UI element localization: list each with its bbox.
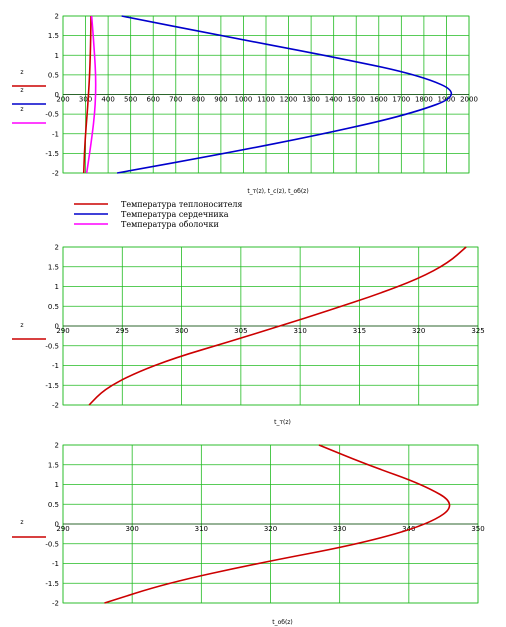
- y-axis-label: z: [20, 87, 23, 94]
- legend: Температура теплоносителя Температура се…: [74, 200, 242, 229]
- x-tick-label: 800: [192, 96, 205, 104]
- x-tick-label: 600: [147, 96, 160, 104]
- y-axis-label: z: [20, 106, 23, 113]
- y-tick-label: 1: [55, 283, 59, 291]
- y-tick-label: -2: [52, 402, 59, 410]
- y-axis-label: z: [20, 69, 23, 76]
- chart-panel-2: 2 1.5 1 0.5 0 -0.5 -1 -1.5 -2 290 295 300 305 310 315 3…: [12, 244, 485, 426]
- y-tick-label: -1: [52, 362, 59, 370]
- y-tick-label: -1: [52, 560, 59, 568]
- y-tick-label: -0.5: [45, 540, 59, 548]
- x-tick-label: 1200: [280, 96, 298, 104]
- x-tick-label: 200: [56, 96, 69, 104]
- y-tick-label: -0.5: [45, 342, 59, 350]
- y-tick-label: 2: [55, 442, 59, 450]
- x-axis-label: t_об(z): [272, 619, 293, 626]
- y-tick-label: 0.5: [48, 303, 59, 311]
- x-tick-label: 330: [333, 525, 346, 533]
- x-tick-label: 315: [353, 327, 366, 335]
- x-tick-label: 1500: [347, 96, 365, 104]
- x-tick-label: 500: [124, 96, 137, 104]
- y-tick-label: -1.5: [45, 580, 59, 588]
- x-tick-label: 1100: [257, 96, 275, 104]
- x-tick-label: 900: [214, 96, 227, 104]
- y-tick-label: 1: [55, 52, 59, 60]
- y-tick-label: 2: [55, 244, 59, 252]
- x-tick-label: 300: [79, 96, 92, 104]
- x-tick-label: 350: [471, 525, 484, 533]
- x-tick-label: 1400: [325, 96, 343, 104]
- x-tick-label: 295: [116, 327, 129, 335]
- y-tick-label: 1: [55, 481, 59, 489]
- x-tick-label: 1000: [235, 96, 253, 104]
- x-tick-label: 300: [175, 327, 188, 335]
- x-tick-label: 2000: [460, 96, 478, 104]
- y-axis-label: z: [20, 519, 23, 526]
- y-tick-label: 0.5: [48, 501, 59, 509]
- y-tick-label: 0.5: [48, 71, 59, 79]
- series-line-2: [116, 15, 453, 174]
- x-tick-label: 700: [169, 96, 182, 104]
- x-tick-label: 320: [264, 525, 277, 533]
- y-tick-label: -0.5: [45, 111, 59, 119]
- x-tick-label: 325: [471, 327, 484, 335]
- y-tick-label: -1.5: [45, 382, 59, 390]
- x-tick-label: 305: [234, 327, 247, 335]
- x-axis-label: t_т(z): [274, 419, 291, 426]
- y-tick-label: -1: [52, 130, 59, 138]
- x-axis-label: t_т(z), t_c(z), t_об(z): [247, 188, 308, 195]
- x-tick-label: 290: [56, 327, 69, 335]
- legend-label-coolant: Температура теплоносителя: [121, 200, 242, 209]
- x-tick-label: 1700: [392, 96, 410, 104]
- y-tick-label: 1.5: [48, 461, 59, 469]
- y-tick-label: 0: [55, 521, 59, 529]
- x-tick-label: 1800: [415, 96, 433, 104]
- y-tick-label: -1.5: [45, 150, 59, 158]
- y-tick-label: 2: [55, 13, 59, 21]
- x-tick-label: 310: [293, 327, 306, 335]
- chart-panel-1: 2 1.5 1 0.5 0 -0.5 -1 -1.5 -2 200 300 400 500 600 700 8…: [12, 13, 478, 195]
- x-tick-label: 400: [101, 96, 114, 104]
- legend-label-core: Температура сердечника: [121, 210, 229, 219]
- x-tick-label: 310: [195, 525, 208, 533]
- series-line-1: [104, 444, 451, 604]
- series-line-3: [85, 15, 97, 174]
- x-tick-label: 320: [412, 327, 425, 335]
- y-axis-label: z: [20, 322, 23, 329]
- y-tick-label: 0: [55, 323, 59, 331]
- legend-label-cladding: Температура оболочки: [121, 220, 219, 229]
- series-line-1: [88, 246, 467, 406]
- y-tick-label: 1.5: [48, 263, 59, 271]
- y-tick-label: 0: [55, 91, 59, 99]
- x-tick-label: 1600: [370, 96, 388, 104]
- x-tick-label: 290: [56, 525, 69, 533]
- x-tick-label: 300: [125, 525, 138, 533]
- y-tick-label: -2: [52, 600, 59, 608]
- x-tick-label: 1300: [302, 96, 320, 104]
- y-tick-label: 1.5: [48, 32, 59, 40]
- y-tick-label: -2: [52, 170, 59, 178]
- series-line-1: [82, 15, 92, 174]
